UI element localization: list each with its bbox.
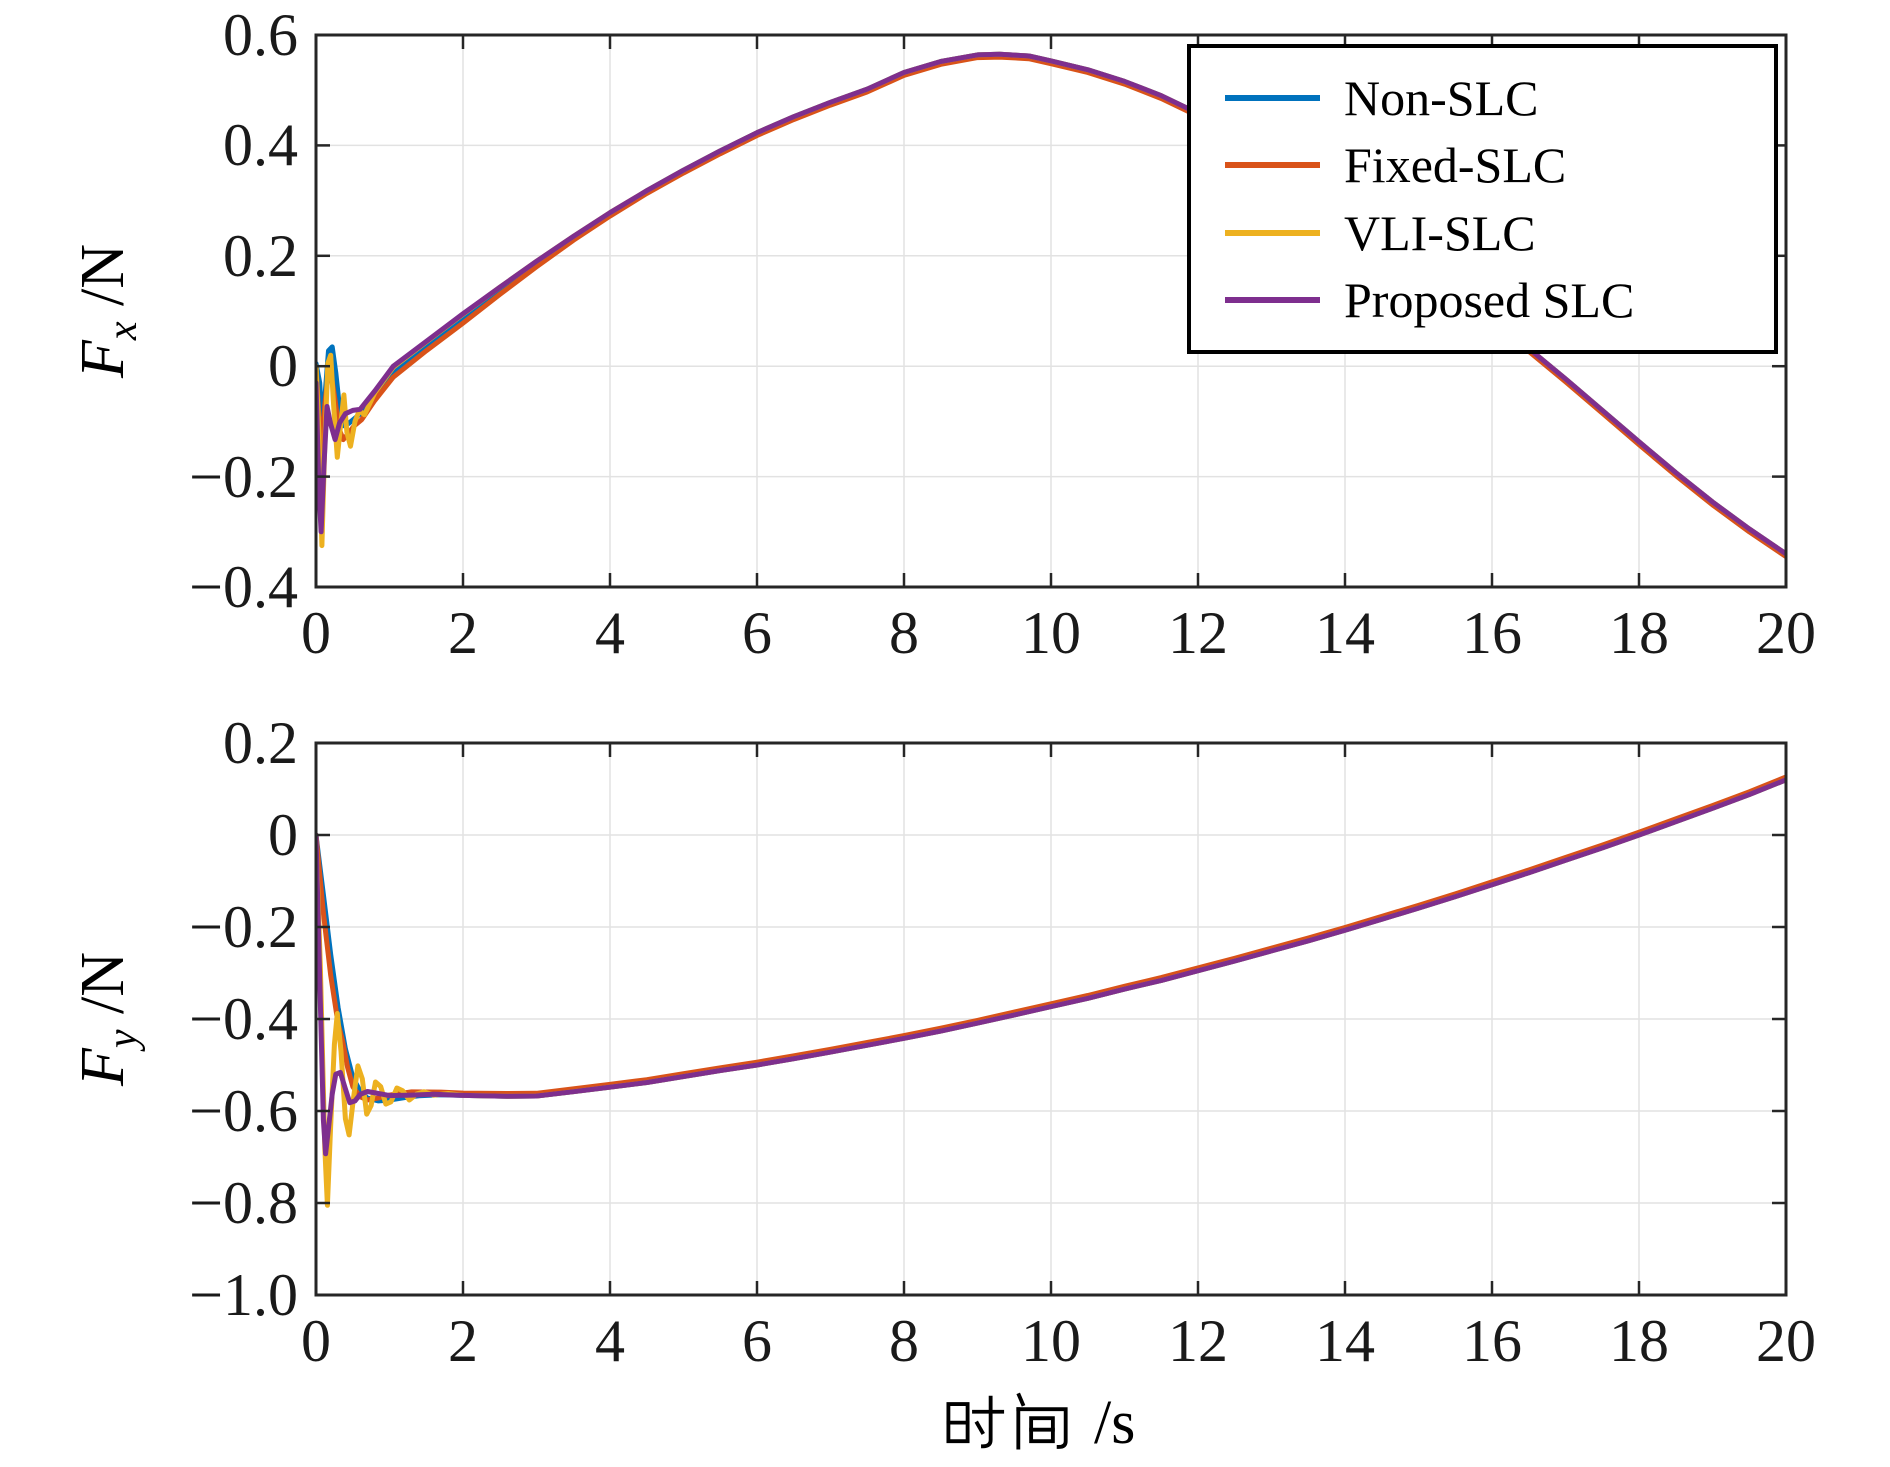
y-tick-label: 0.4 (223, 112, 298, 179)
x-axis-unit: /s (1094, 1389, 1136, 1457)
x-tick-label: 20 (1756, 600, 1816, 666)
x-tick-label: 4 (595, 1308, 625, 1374)
legend-row: Proposed SLC (1225, 275, 1764, 325)
fx-unit: /N (68, 243, 137, 322)
series-line-proposed-slc (316, 777, 1786, 1157)
x-tick-label: 18 (1609, 600, 1669, 666)
x-axis-label: /s (940, 1390, 1135, 1454)
fy-plot-area (314, 741, 1788, 1297)
y-tick-label: −1.0 (189, 1262, 298, 1328)
y-tick-label: 0.6 (223, 2, 298, 68)
y-tick-label: 0 (268, 333, 298, 400)
x-tick-label: 14 (1315, 600, 1375, 666)
series-line-fixed-slc (316, 774, 1786, 1103)
x-tick-label: 12 (1168, 1308, 1228, 1374)
legend-entry-label: Fixed-SLC (1344, 137, 1567, 194)
legend-entry-label: Proposed SLC (1344, 271, 1635, 328)
x-tick-label: 8 (889, 1308, 919, 1374)
x-tick-label: 0 (301, 600, 331, 666)
y-tick-label: −0.4 (189, 986, 298, 1052)
y-tick-label: 0.2 (223, 222, 298, 289)
legend-line-swatch (1225, 162, 1320, 169)
x-tick-label: 8 (889, 600, 919, 666)
x-tick-label: 18 (1609, 1308, 1669, 1374)
x-tick-label: 16 (1462, 1308, 1522, 1374)
cjk-char-shi-icon (946, 1395, 1005, 1449)
x-tick-label: 6 (742, 600, 772, 666)
x-tick-label: 2 (448, 600, 478, 666)
x-tick-label: 14 (1315, 1308, 1375, 1374)
x-tick-label: 0 (301, 1308, 331, 1374)
legend-row: Non-SLC (1225, 73, 1764, 123)
cjk-char-jian-icon (1016, 1392, 1068, 1450)
legend-row: Fixed-SLC (1225, 140, 1764, 190)
legend-row: VLI-SLC (1225, 208, 1764, 258)
legend-line-swatch (1225, 95, 1320, 102)
y-tick-label: −0.8 (189, 1170, 298, 1236)
x-tick-label: 10 (1021, 600, 1081, 666)
x-tick-label: 4 (595, 600, 625, 666)
fx-symbol: F (68, 340, 137, 379)
legend-entry-label: VLI-SLC (1344, 204, 1536, 261)
x-tick-label: 6 (742, 1308, 772, 1374)
fy-subscript: y (100, 1029, 147, 1049)
legend: Non-SLC Fixed-SLC VLI-SLC Proposed SLC (1187, 44, 1778, 354)
fx-axis-label: Fx /N (68, 243, 147, 379)
x-tick-label: 20 (1756, 1308, 1816, 1374)
x-tick-label: 10 (1021, 1308, 1081, 1374)
x-tick-label: 12 (1168, 600, 1228, 666)
legend-line-swatch (1225, 229, 1320, 236)
y-tick-label: 0.2 (223, 710, 298, 776)
fy-axis-label: Fy /N (68, 951, 147, 1087)
y-tick-label: −0.6 (189, 1078, 298, 1144)
legend-line-swatch (1225, 296, 1320, 303)
y-tick-label: −0.4 (189, 554, 298, 620)
y-tick-label: 0 (268, 802, 298, 868)
y-tick-label: −0.2 (189, 443, 298, 510)
fy-symbol: F (68, 1048, 137, 1087)
y-tick-label: −0.2 (189, 894, 298, 960)
fy-unit: /N (68, 951, 137, 1030)
x-tick-label: 2 (448, 1308, 478, 1374)
legend-entry-label: Non-SLC (1344, 70, 1539, 127)
x-tick-label: 16 (1462, 600, 1522, 666)
fx-subscript: x (100, 321, 147, 341)
